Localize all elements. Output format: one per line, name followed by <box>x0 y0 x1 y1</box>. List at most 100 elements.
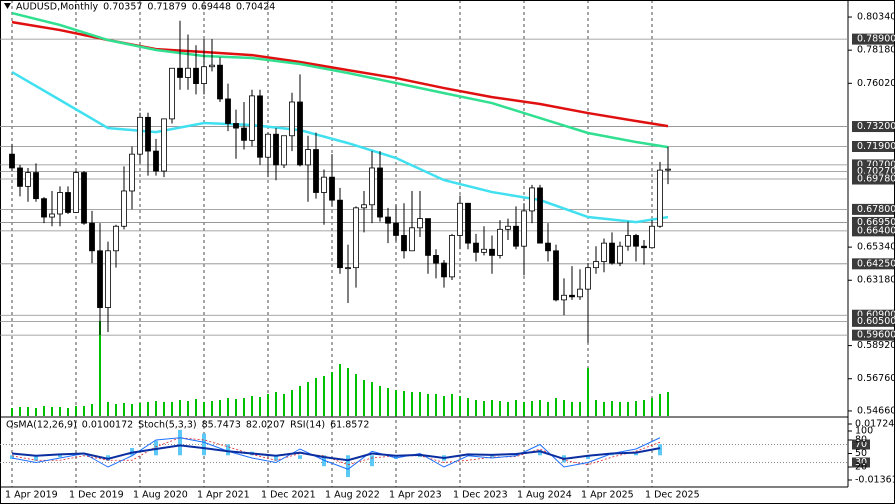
candle-body <box>361 204 367 209</box>
level-label: 30 <box>855 457 867 468</box>
osma-bar <box>34 455 38 461</box>
volume-bar <box>291 390 293 416</box>
osma-bar <box>226 444 230 456</box>
volume-bar <box>307 382 309 416</box>
level-label: 0.59600 <box>857 330 895 341</box>
volume-bar <box>459 396 461 416</box>
volume-bar <box>411 392 413 416</box>
volume-bar <box>155 401 157 416</box>
volume-bar <box>211 401 213 416</box>
volume-bar <box>19 407 21 416</box>
volume-bar <box>515 400 517 416</box>
candle-body <box>169 67 175 120</box>
level-label: 0.70270 <box>857 166 895 177</box>
volume-bar <box>635 401 637 416</box>
volume-bar <box>219 400 221 416</box>
level-label: 0.66950 <box>857 217 895 228</box>
volume-bar <box>59 407 61 416</box>
volume-bar <box>387 388 389 416</box>
candle-body <box>161 118 167 172</box>
y-tick-label: 80 <box>855 435 867 446</box>
y-tick-label: -0.013619 <box>855 475 895 486</box>
candle-body <box>345 267 351 270</box>
volume-bar <box>331 372 333 416</box>
volume-bar <box>659 394 661 416</box>
candle-body <box>601 242 607 262</box>
volume-bar <box>475 400 477 416</box>
osma-bar <box>658 444 662 456</box>
candle-body <box>97 250 103 308</box>
volume-bar <box>523 402 525 416</box>
volume-bar <box>131 404 133 416</box>
volume-bar <box>643 400 645 416</box>
candle-body <box>441 262 447 278</box>
y-tick-label: 0.80340 <box>857 12 895 23</box>
volume-bar <box>419 392 421 416</box>
volume-bar <box>35 408 37 416</box>
volume-bar <box>571 402 573 416</box>
volume-bar <box>147 402 149 416</box>
x-tick-label: 1 Aug 2024 <box>517 490 572 501</box>
candle-body <box>257 95 263 158</box>
candle-body <box>273 133 279 166</box>
indicator-value: 85.7473 <box>202 420 241 431</box>
candle-body <box>609 242 615 264</box>
volume-bar <box>67 408 69 416</box>
indicator-name: OsMA(12,26,9) <box>6 420 77 431</box>
y-tick-label: 0.54660 <box>857 405 895 416</box>
candle-body <box>353 207 359 269</box>
level-box <box>852 439 870 450</box>
volume-bar <box>283 394 285 416</box>
volume-bar <box>347 368 349 416</box>
x-tick-label: 1 Dec 2023 <box>453 490 508 501</box>
level-label: 0.60500 <box>857 316 895 327</box>
candle-body <box>561 294 567 301</box>
candle-body <box>593 261 599 269</box>
candle-body <box>617 245 623 264</box>
x-tick-label: 1 Aug 2020 <box>133 490 188 501</box>
candle-body <box>33 172 39 200</box>
candle-body <box>193 67 199 84</box>
level-box <box>852 203 894 215</box>
volume-bar <box>235 399 237 416</box>
level-label: 0.71900 <box>857 141 895 152</box>
candle-body <box>297 101 303 166</box>
candle-body <box>649 225 655 249</box>
volume-bar <box>587 368 589 416</box>
indicator-value: 0.0100172 <box>82 420 133 431</box>
volume-bar <box>611 401 613 416</box>
level-box <box>852 121 894 133</box>
candle-body <box>249 95 255 141</box>
x-tick-label: 1 Apr 2019 <box>5 490 58 501</box>
level-box <box>852 315 894 327</box>
candle-body <box>25 172 31 187</box>
osma-bar <box>490 455 494 458</box>
chart-title: AUDUSD,Monthly <box>16 2 99 13</box>
volume-bar <box>11 408 13 416</box>
volume-bar <box>323 376 325 416</box>
volume-bar <box>163 402 165 416</box>
candle-body <box>233 123 239 129</box>
volume-bar <box>371 382 373 416</box>
candle-body <box>177 67 183 78</box>
candle-body <box>217 64 223 100</box>
level-box <box>852 309 894 321</box>
osma-bar <box>538 449 542 456</box>
x-tick-label: 1 Dec 2021 <box>261 490 316 501</box>
volume-bar <box>595 400 597 416</box>
candle-body <box>121 190 127 227</box>
volume-bar <box>51 407 53 416</box>
volume-bar <box>195 399 197 416</box>
candle-body <box>81 172 87 224</box>
y-tick-label: 0.76020 <box>857 78 895 89</box>
candle-body <box>73 172 79 213</box>
y-tick-label: 0.78180 <box>857 45 895 56</box>
level-box <box>852 159 894 171</box>
candle-body <box>537 187 543 244</box>
candle-body <box>369 167 375 206</box>
candle-body <box>633 235 639 247</box>
candle-body <box>665 168 671 171</box>
volume-bar <box>187 401 189 416</box>
indicator-name: RSI(14) <box>290 420 325 431</box>
x-tick-label: 1 Dec 2025 <box>645 490 700 501</box>
